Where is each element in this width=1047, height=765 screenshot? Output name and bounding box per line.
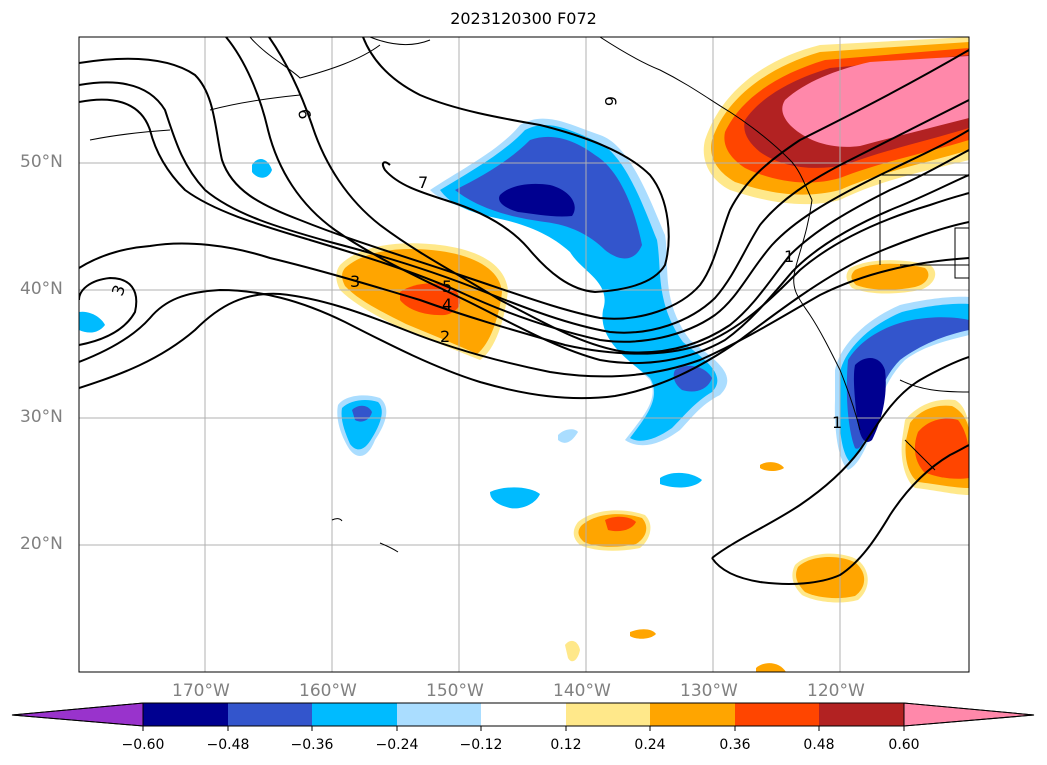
contour-label: 3 bbox=[108, 282, 129, 298]
contour-label: 3 bbox=[350, 272, 360, 291]
contour-label-group: 6 6 7 5 4 3 2 3 1 1 bbox=[108, 96, 842, 432]
colorbar-extend-high bbox=[903, 702, 1035, 727]
colorbar-tick-label: −0.24 bbox=[375, 737, 419, 753]
longitude-label-170w: 170°W bbox=[172, 681, 230, 701]
longitude-label-150w: 150°W bbox=[426, 681, 484, 701]
contour-label: 1 bbox=[784, 247, 794, 266]
contour-label: 5 bbox=[442, 277, 452, 296]
colorbar-tick-label: −0.60 bbox=[121, 737, 165, 753]
longitude-label-140w: 140°W bbox=[553, 681, 611, 701]
contour-label: 4 bbox=[442, 295, 452, 314]
colorbar-tick-label: 0.48 bbox=[803, 737, 835, 753]
map-title: 2023120300 F072 bbox=[450, 9, 597, 28]
colorbar-tick-label: 0.60 bbox=[888, 737, 920, 753]
longitude-label-160w: 160°W bbox=[299, 681, 357, 701]
contour-label: 1 bbox=[832, 413, 842, 432]
latitude-label-20n: 20°N bbox=[20, 534, 63, 554]
colorbar-tick-label: −0.12 bbox=[459, 737, 503, 753]
height-contours bbox=[79, 37, 969, 585]
contour-label: 6 bbox=[601, 96, 620, 106]
colorbar-tick-label: 0.12 bbox=[550, 737, 582, 753]
contour-label: 2 bbox=[440, 327, 450, 346]
colorbar-tick-label: 0.24 bbox=[634, 737, 666, 753]
latitude-label-40n: 40°N bbox=[20, 279, 63, 299]
colorbar-tick-label: −0.48 bbox=[206, 737, 250, 753]
contour-label: 7 bbox=[418, 173, 428, 192]
colorbar-tick-label: 0.36 bbox=[719, 737, 751, 753]
colorbar-extend-low bbox=[11, 702, 144, 727]
colorbar bbox=[11, 702, 1035, 731]
longitude-label-130w: 130°W bbox=[680, 681, 738, 701]
contour-label: 6 bbox=[294, 107, 314, 120]
colorbar-tick-label: −0.36 bbox=[290, 737, 334, 753]
plot-frame bbox=[78, 36, 970, 673]
latitude-label-30n: 30°N bbox=[20, 407, 63, 427]
latitude-label-50n: 50°N bbox=[20, 152, 63, 172]
longitude-label-120w: 120°W bbox=[807, 681, 865, 701]
